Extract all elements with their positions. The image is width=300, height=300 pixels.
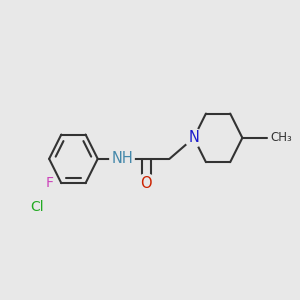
Text: NH: NH [111, 151, 133, 166]
Text: Cl: Cl [30, 200, 44, 214]
Circle shape [137, 174, 156, 192]
Text: F: F [45, 176, 53, 190]
Text: CH₃: CH₃ [270, 131, 292, 144]
Circle shape [26, 196, 48, 218]
Text: N: N [188, 130, 199, 146]
Text: O: O [140, 176, 152, 190]
Circle shape [184, 129, 203, 147]
Circle shape [110, 147, 134, 171]
Circle shape [41, 175, 58, 191]
